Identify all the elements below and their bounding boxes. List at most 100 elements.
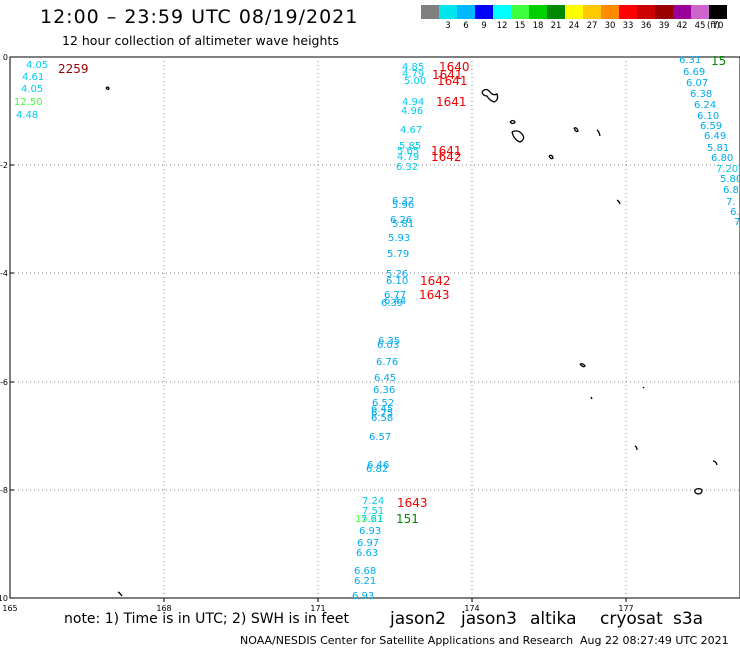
scale-tick-label: 39 <box>658 21 670 31</box>
lat-tick-label: -4 <box>0 269 8 278</box>
pass-time-label: 1641 <box>431 144 462 158</box>
island-outline <box>634 445 638 451</box>
pass-time-label: 1641 <box>432 68 463 82</box>
wave-height-value: 6.21 <box>354 576 376 587</box>
pass-time-label: 1643 <box>397 496 428 510</box>
wave-height-value: 6.63 <box>356 548 378 559</box>
scale-unit: (ft) <box>707 21 720 31</box>
scale-tick-label: 18 <box>532 21 544 31</box>
color-scale-labels: 3 6 9 12 15 18 21 24 27 30 33 36 39 42 45 70 <box>421 21 727 31</box>
wave-height-value: 7.61 <box>361 514 383 525</box>
pass-time-label: 1641 <box>437 74 468 88</box>
island-outline <box>694 487 703 495</box>
wave-height-value: 6.75 <box>371 408 393 419</box>
legend-jason3: jason3 <box>461 609 517 629</box>
lon-tick-label: 171 <box>310 604 325 613</box>
wave-height-value: 6.38 <box>690 89 712 100</box>
lon-tick-label: 165 <box>2 604 17 613</box>
scale-tick-label: 15 <box>514 21 526 31</box>
page-title: 12:00 – 23:59 UTC 08/19/2021 <box>40 6 359 28</box>
legend-s3a: s3a <box>673 609 704 629</box>
wave-height-value: 6.58 <box>371 413 393 424</box>
scale-tick-label: 3 <box>445 21 451 31</box>
footnote: note: 1) Time is in UTC; 2) SWH is in fe… <box>64 611 350 627</box>
scale-tick-label: 9 <box>481 21 487 31</box>
lat-tick-label: -10 <box>0 594 8 603</box>
wave-height-value: 6.8 <box>723 185 739 196</box>
island-outline <box>511 130 525 143</box>
scale-swatch <box>439 5 457 19</box>
wave-height-value: 6.82 <box>366 464 388 475</box>
scale-tick-label: 30 <box>604 21 616 31</box>
wave-height-value: 6.45 <box>374 373 396 384</box>
scale-swatch <box>475 5 493 19</box>
wave-height-value: 12.50 <box>14 97 43 108</box>
pass-time-label: 15 <box>711 54 726 68</box>
wave-height-value: 5.85 <box>399 141 421 152</box>
scale-swatch <box>691 5 709 19</box>
wave-height-value: 6.97 <box>357 538 379 549</box>
scale-swatch <box>511 5 529 19</box>
scale-swatch <box>529 5 547 19</box>
lat-tick-label: 0 <box>3 53 8 62</box>
wave-height-value: 4.96 <box>401 106 423 117</box>
wave-height-value: 4.48 <box>16 110 38 121</box>
subtitle: 12 hour collection of altimeter wave hei… <box>62 33 339 48</box>
scale-tick-label: 70 <box>712 21 724 31</box>
wave-height-value: 5.96 <box>392 200 414 211</box>
scale-swatch <box>655 5 673 19</box>
wave-height-value: 7. <box>726 197 736 208</box>
lon-tick-label: 168 <box>156 604 171 613</box>
wave-height-value: 6.32 <box>396 162 418 173</box>
scale-swatch <box>421 5 439 19</box>
scale-swatch <box>673 5 691 19</box>
wave-height-value: 4.61 <box>22 72 44 83</box>
lat-tick-label: -6 <box>0 378 8 387</box>
lat-tick-label: -8 <box>0 486 8 495</box>
wave-height-value: 5.81 <box>707 143 729 154</box>
pass-time-label: 1641 <box>436 95 467 109</box>
wave-height-value: 6.35 <box>378 336 400 347</box>
wave-height-value: 5.79 <box>387 249 409 260</box>
legend-jason2: jason2 <box>390 609 446 629</box>
wave-height-value: 6.69 <box>683 67 705 78</box>
wave-height-value: 7.20 <box>716 164 738 175</box>
scale-swatch <box>547 5 565 19</box>
scale-swatch <box>709 5 727 19</box>
pass-time-label: 1642 <box>431 150 462 164</box>
legend-altika: altika <box>530 609 577 629</box>
scale-tick-label: 24 <box>568 21 580 31</box>
pass-time-label: 1642 <box>420 274 451 288</box>
scale-tick-label: 27 <box>586 21 598 31</box>
wave-height-value: 6.03 <box>377 340 399 351</box>
island-outline <box>548 154 554 160</box>
wave-height-value: 6.10 <box>697 111 719 122</box>
wave-height-value: 4.05 <box>26 60 48 71</box>
wave-height-value: 6.31 <box>679 55 701 66</box>
footer-credit: NOAA/NESDIS Center for Satellite Applica… <box>240 634 574 647</box>
wave-height-value: 6.93 <box>359 526 381 537</box>
wave-height-value: 6.49 <box>704 131 726 142</box>
wave-height-value: 6.44 <box>384 296 406 307</box>
island-outline <box>105 86 110 91</box>
wave-height-value: 6.26 <box>390 215 412 226</box>
legend-cryosat: cryosat <box>600 609 663 629</box>
wave-height-value: 7.24 <box>362 496 384 507</box>
wave-height-value: 15.21 <box>355 514 384 525</box>
wave-height-value: 7 <box>734 217 740 228</box>
wave-height-value: 6.76 <box>376 357 398 368</box>
island-outline <box>712 460 718 466</box>
pass-time-label: 1643 <box>419 288 450 302</box>
wave-height-value: 4.94 <box>402 97 424 108</box>
island-outline <box>616 199 621 205</box>
scale-tick-label: 21 <box>550 21 562 31</box>
island-outline <box>117 591 123 597</box>
wave-height-value: 6.39 <box>381 298 403 309</box>
scale-tick-label: 6 <box>463 21 469 31</box>
lon-tick-label: 174 <box>464 604 479 613</box>
island-outline <box>579 363 586 368</box>
wave-height-value: 6.68 <box>354 566 376 577</box>
island-outline <box>590 396 593 400</box>
wave-height-value: 6.32 <box>392 196 414 207</box>
